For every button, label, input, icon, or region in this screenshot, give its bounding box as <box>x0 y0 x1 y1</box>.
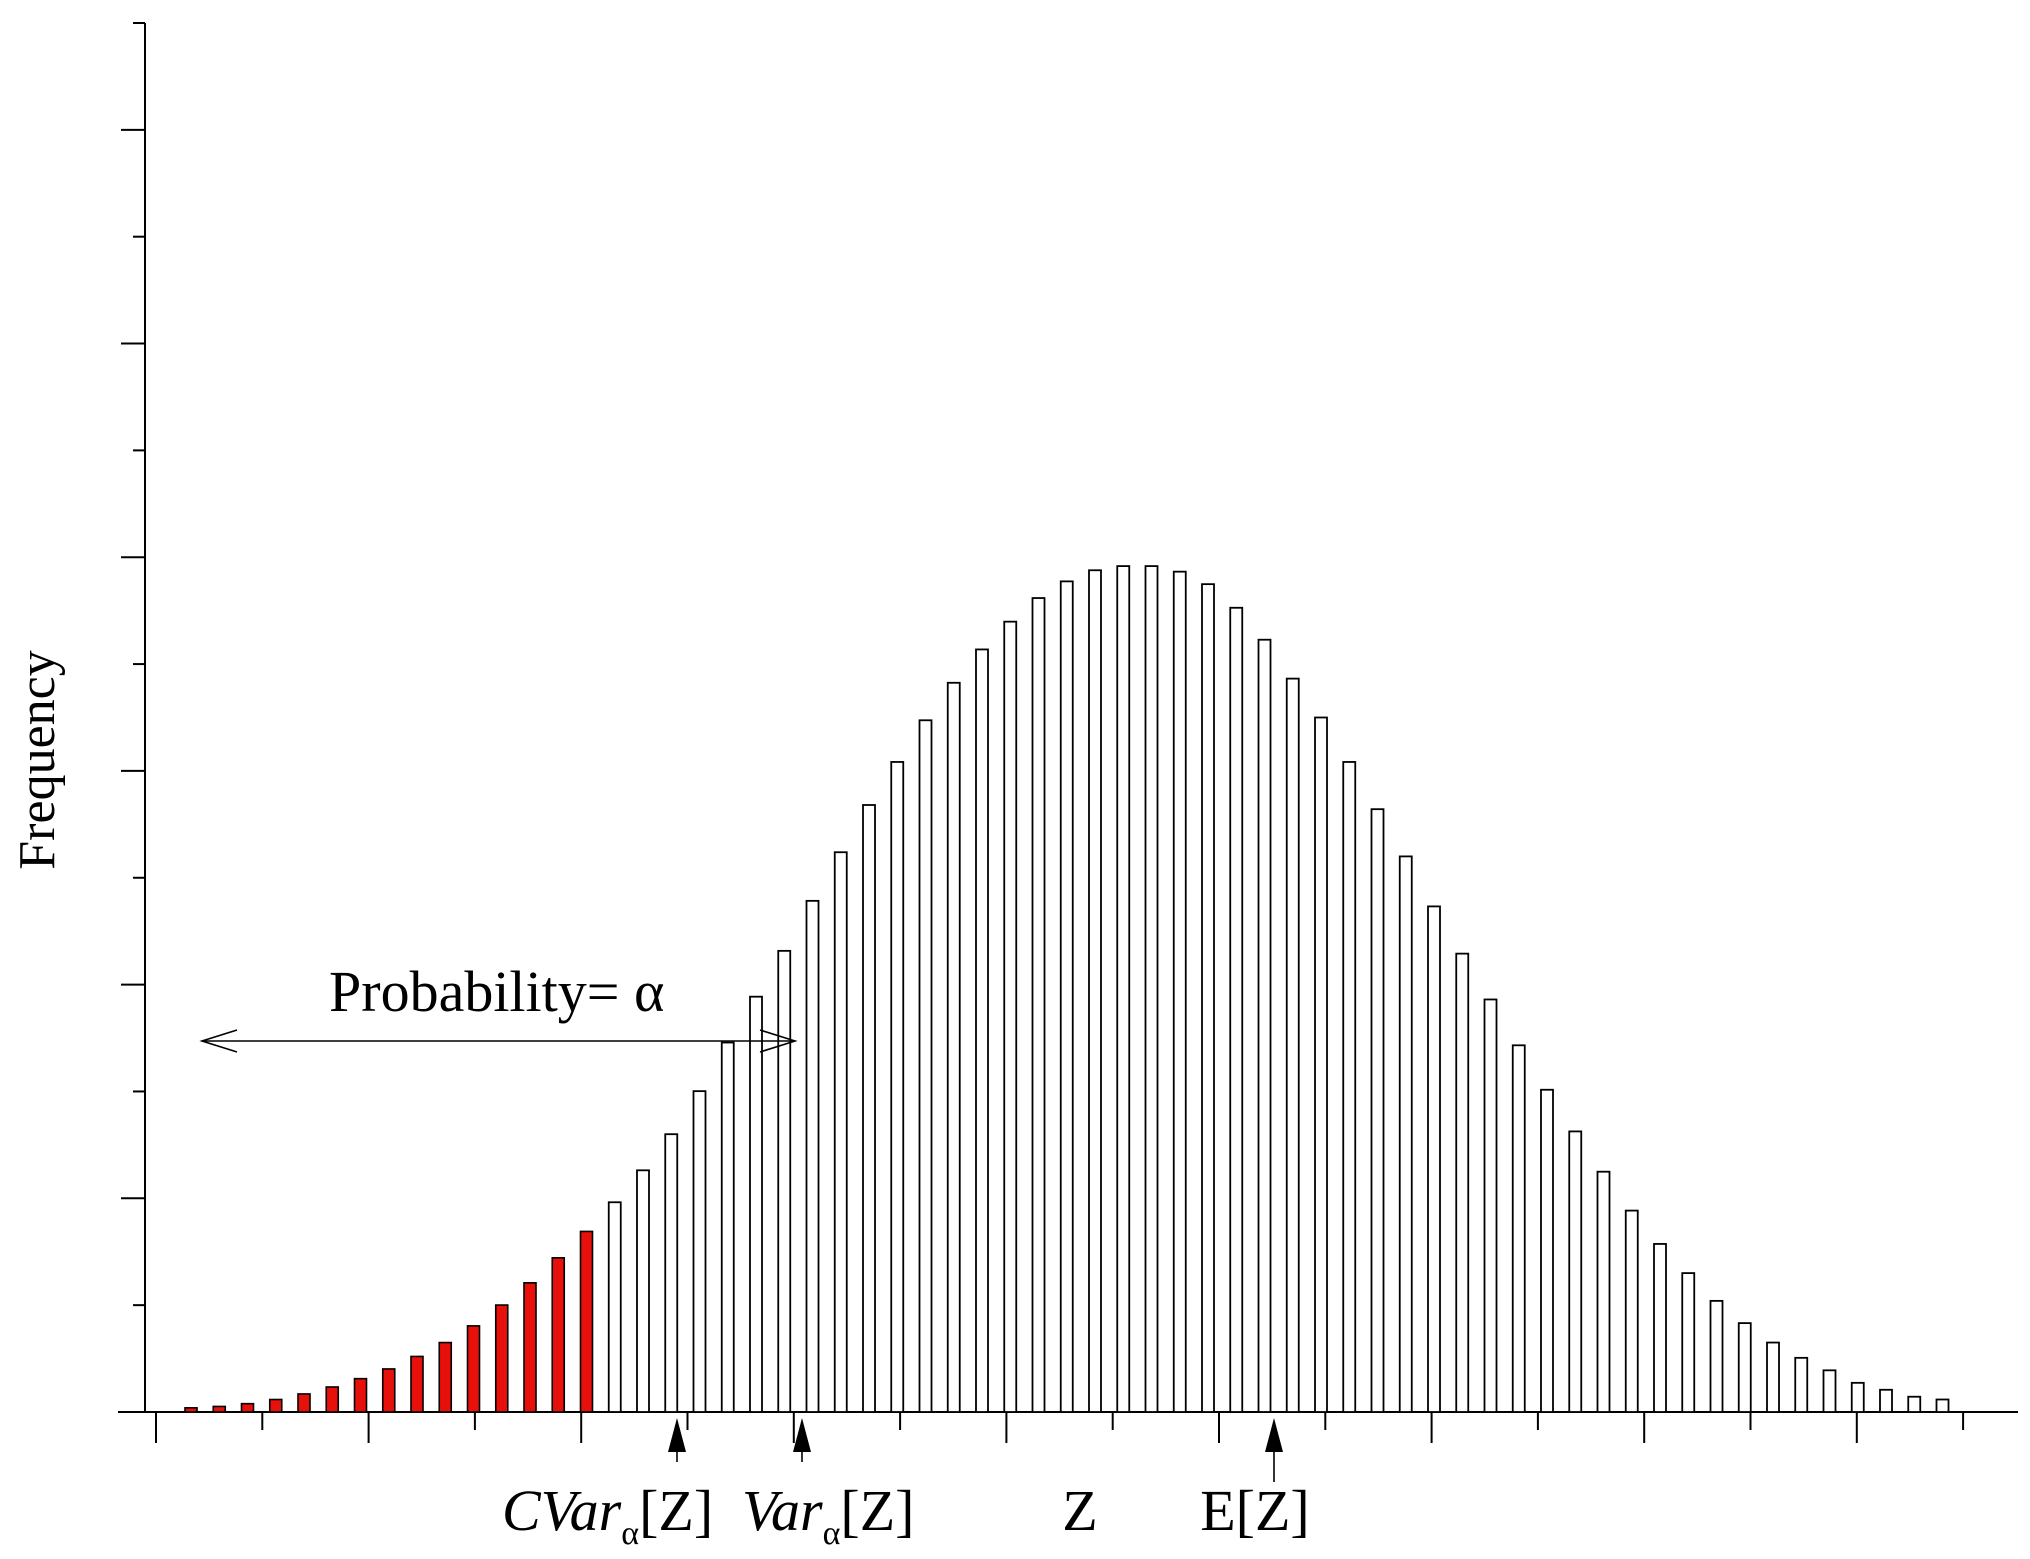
tail-bar <box>551 1257 566 1413</box>
bar <box>1398 855 1413 1413</box>
tail-bar <box>494 1304 509 1413</box>
bar <box>777 949 792 1413</box>
bar <box>805 899 820 1413</box>
bar <box>1116 565 1131 1413</box>
bar <box>636 1169 650 1413</box>
x-axis-label: Z <box>1062 1478 1097 1543</box>
mean-marker <box>1265 1418 1283 1482</box>
tail-bar <box>325 1386 340 1413</box>
cvar-marker-arrowhead <box>668 1418 686 1452</box>
tail-bar <box>438 1341 453 1413</box>
bar <box>1822 1369 1837 1413</box>
bar <box>1314 716 1328 1413</box>
tail-bar <box>410 1355 424 1413</box>
var-marker-arrowhead <box>793 1418 811 1452</box>
mean-label: E[Z] <box>1200 1478 1310 1543</box>
bar <box>1935 1398 1950 1413</box>
bar <box>1794 1356 1809 1413</box>
tail-bar <box>184 1407 198 1413</box>
bar <box>720 1041 735 1413</box>
y-axis-ticks <box>121 22 145 1307</box>
bar <box>833 851 848 1413</box>
bar <box>1483 998 1498 1413</box>
probability-symbol: α <box>634 959 664 1024</box>
tail-bar <box>579 1230 594 1413</box>
bar <box>1540 1088 1554 1413</box>
bar <box>946 681 961 1413</box>
bar <box>1455 952 1470 1413</box>
bar <box>1511 1044 1526 1413</box>
cvar-marker <box>668 1418 686 1462</box>
bar <box>1737 1322 1752 1413</box>
bar <box>1003 620 1018 1413</box>
bar <box>1370 808 1385 1413</box>
bar <box>862 804 876 1413</box>
probability-arrowhead-left <box>199 1029 238 1053</box>
mean-marker-arrowhead <box>1265 1418 1283 1452</box>
tail-bar <box>381 1368 396 1413</box>
bar <box>1766 1341 1780 1413</box>
tail-bar <box>523 1282 537 1413</box>
probability-annotation: Probability= α <box>199 959 798 1053</box>
bar <box>1568 1130 1583 1413</box>
bar <box>664 1133 679 1413</box>
tail-bar <box>466 1325 481 1413</box>
bar <box>1850 1381 1865 1413</box>
bar <box>1653 1243 1667 1413</box>
bar <box>1144 565 1159 1413</box>
bar <box>975 648 989 1413</box>
bar <box>1427 905 1441 1413</box>
svg-text:Probability= α: Probability= α <box>329 959 664 1024</box>
probability-label: Probability= <box>329 959 634 1024</box>
bar <box>1201 583 1215 1413</box>
cvar-label: CVarα[Z] <box>502 1478 713 1552</box>
var-label: Varα[Z] <box>742 1478 914 1552</box>
bar <box>1059 580 1074 1413</box>
bar <box>1624 1209 1639 1413</box>
tail-bar <box>240 1402 255 1413</box>
bar <box>1257 638 1272 1413</box>
bar <box>749 995 763 1413</box>
bar <box>1596 1170 1611 1413</box>
probability-arrowhead-right <box>759 1029 798 1053</box>
bar <box>890 761 905 1413</box>
bar <box>1907 1395 1922 1413</box>
y-axis-label: Frequency <box>9 650 66 869</box>
var-marker <box>793 1418 811 1462</box>
bar <box>1285 677 1300 1413</box>
bar <box>1709 1299 1724 1413</box>
tail-bar <box>353 1377 368 1413</box>
bar <box>1681 1272 1696 1413</box>
bar <box>1172 570 1187 1413</box>
x-axis-ticks <box>155 1412 1965 1443</box>
bar <box>1031 597 1046 1413</box>
bar <box>1088 569 1102 1413</box>
bar <box>1879 1388 1893 1413</box>
tail-bar <box>212 1405 227 1413</box>
bar-series <box>184 565 1950 1413</box>
tail-bar <box>268 1398 283 1413</box>
bar <box>918 719 933 1413</box>
bar <box>1229 606 1244 1413</box>
bar <box>692 1090 707 1413</box>
bar <box>1342 761 1357 1413</box>
bar <box>607 1201 622 1413</box>
tail-bar <box>297 1393 311 1413</box>
